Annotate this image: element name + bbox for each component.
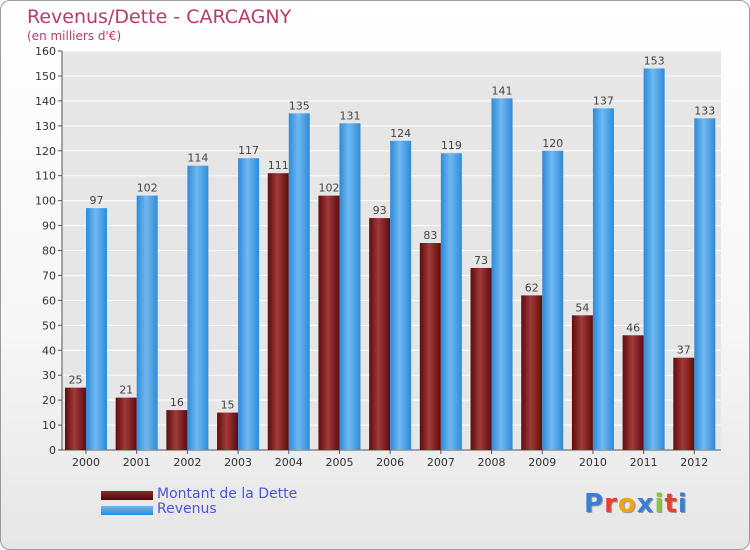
legend-swatch-dette (101, 491, 153, 500)
data-label-revenus-2010: 137 (593, 94, 614, 107)
data-label-revenus-2000: 97 (90, 194, 104, 207)
x-tick-label: 2001 (123, 456, 151, 469)
chart-title: Revenus/Dette - CARCAGNY (27, 6, 292, 28)
y-tick-label: 130 (35, 120, 56, 133)
bar-revenus-2011 (643, 68, 665, 451)
bar-revenus-2003 (238, 158, 260, 450)
y-tick-label: 110 (35, 170, 56, 183)
data-label-revenus-2004: 135 (289, 99, 310, 112)
chart-subtitle: (en milliers d'€) (27, 29, 122, 43)
y-tick-label: 0 (49, 444, 56, 457)
x-tick-label: 2009 (528, 456, 556, 469)
x-tick-label: 2012 (680, 456, 708, 469)
y-tick-label: 160 (35, 45, 56, 58)
bar-dette-2002 (166, 410, 188, 450)
x-tick-label: 2011 (630, 456, 658, 469)
proxiti-logo: Proxiti (584, 489, 688, 519)
bar-dette-2001 (115, 397, 137, 450)
bar-dette-2000 (65, 387, 86, 450)
y-tick-label: 70 (42, 269, 56, 282)
data-label-revenus-2012: 133 (694, 104, 715, 117)
bar-dette-2007 (419, 243, 441, 450)
y-tick-label: 80 (42, 245, 56, 258)
bar-revenus-2006 (390, 140, 412, 450)
bar-dette-2006 (369, 218, 391, 450)
data-label-dette-2002: 16 (170, 396, 184, 409)
data-label-dette-2000: 25 (69, 374, 83, 387)
data-label-revenus-2005: 131 (339, 109, 360, 122)
bar-revenus-2000 (86, 208, 107, 450)
bar-dette-2004 (267, 173, 289, 450)
bar-revenus-2008 (491, 98, 513, 450)
data-label-dette-2006: 93 (373, 204, 387, 217)
data-label-revenus-2006: 124 (390, 127, 411, 140)
bar-dette-2012 (673, 357, 695, 450)
y-tick-label: 120 (35, 145, 56, 158)
bar-dette-2003 (217, 412, 239, 450)
data-label-dette-2001: 21 (119, 384, 133, 397)
bar-revenus-2009 (542, 150, 564, 450)
bar-revenus-2002 (187, 165, 209, 450)
data-label-dette-2012: 37 (677, 344, 691, 357)
data-label-dette-2010: 54 (575, 301, 589, 314)
x-tick-label: 2003 (224, 456, 252, 469)
logo-letter: t (664, 489, 678, 519)
bar-revenus-2001 (136, 195, 158, 450)
data-label-revenus-2002: 114 (187, 152, 208, 165)
x-tick-label: 2004 (275, 456, 303, 469)
logo-letter: r (604, 489, 618, 519)
data-label-revenus-2008: 141 (492, 84, 513, 97)
y-tick-label: 30 (42, 369, 56, 382)
data-label-revenus-2007: 119 (441, 139, 462, 152)
logo-letter: i (677, 489, 688, 519)
data-label-dette-2003: 15 (221, 399, 235, 412)
y-tick-label: 100 (35, 195, 56, 208)
logo-letter: P (584, 489, 605, 519)
data-label-revenus-2003: 117 (238, 144, 259, 157)
x-tick-label: 2002 (173, 456, 201, 469)
x-tick-label: 2010 (579, 456, 607, 469)
logo-letter: o (617, 489, 637, 519)
data-label-dette-2009: 62 (525, 281, 539, 294)
data-label-dette-2008: 73 (474, 254, 488, 267)
bar-revenus-2007 (440, 153, 462, 450)
data-label-revenus-2001: 102 (137, 182, 158, 195)
y-tick-label: 20 (42, 394, 56, 407)
data-label-dette-2005: 102 (318, 182, 339, 195)
x-tick-label: 2007 (427, 456, 455, 469)
y-tick-label: 90 (42, 220, 56, 233)
bar-revenus-2010 (592, 108, 614, 450)
bar-revenus-2012 (694, 118, 716, 451)
y-tick-label: 140 (35, 95, 56, 108)
y-tick-label: 150 (35, 70, 56, 83)
bar-dette-2010 (571, 315, 593, 450)
x-tick-label: 2005 (325, 456, 353, 469)
bar-revenus-2005 (339, 123, 361, 450)
data-label-dette-2007: 83 (423, 229, 437, 242)
legend-swatch-revenus (101, 506, 153, 515)
bar-revenus-2004 (288, 113, 310, 450)
x-tick-label: 2000 (72, 456, 100, 469)
x-tick-label: 2006 (376, 456, 404, 469)
data-label-dette-2011: 46 (626, 321, 640, 334)
y-tick-label: 50 (42, 319, 56, 332)
logo-letter: i (654, 489, 665, 519)
y-tick-label: 40 (42, 344, 56, 357)
legend-label-revenus: Revenus (157, 501, 217, 517)
y-tick-label: 60 (42, 294, 56, 307)
bar-dette-2005 (318, 195, 340, 450)
data-label-revenus-2011: 153 (644, 54, 665, 67)
logo-letter: x (636, 489, 655, 519)
y-tick-label: 10 (42, 419, 56, 432)
data-label-revenus-2009: 120 (542, 137, 563, 150)
bar-dette-2009 (521, 295, 543, 450)
legend-label-dette: Montant de la Dette (157, 486, 298, 502)
data-label-dette-2004: 111 (268, 159, 289, 172)
bar-dette-2008 (470, 267, 492, 450)
x-tick-label: 2008 (478, 456, 506, 469)
bar-dette-2011 (622, 335, 644, 450)
